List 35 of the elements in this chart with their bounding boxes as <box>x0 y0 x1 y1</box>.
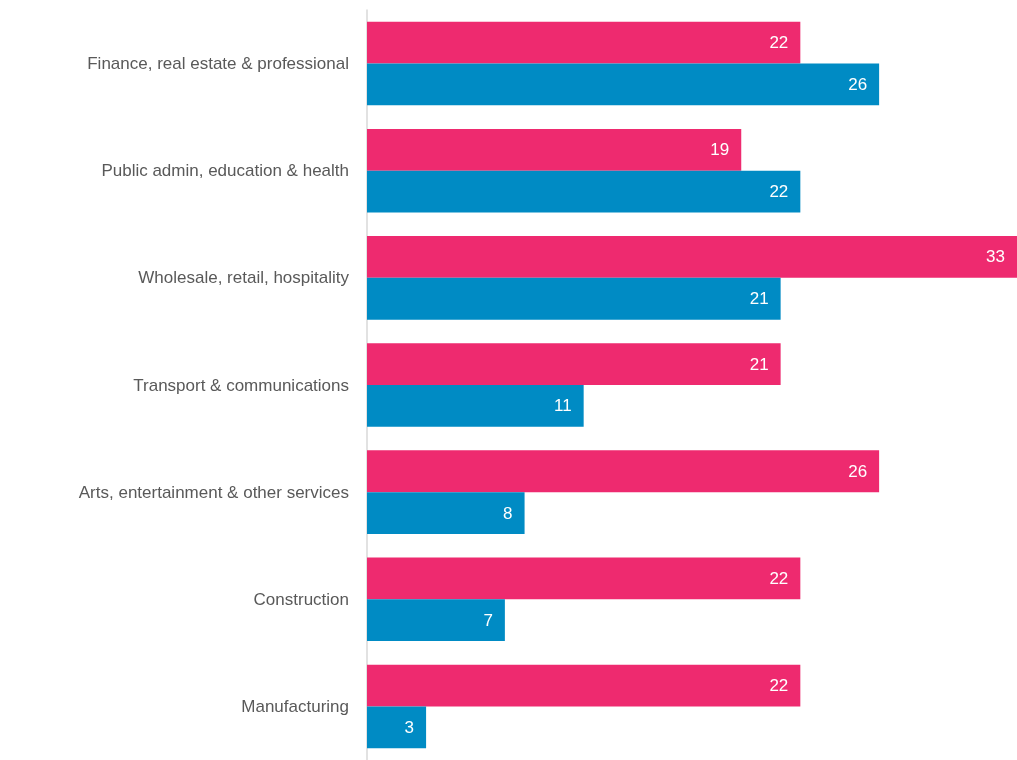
data-label: 22 <box>769 33 789 53</box>
y-tick-label: Finance, real estate & professional <box>87 54 349 74</box>
data-label: 3 <box>404 717 415 737</box>
bar <box>367 599 505 642</box>
data-label: 11 <box>554 396 572 416</box>
bar <box>367 277 781 320</box>
data-label: 8 <box>503 503 513 523</box>
bar <box>367 170 801 213</box>
data-label: 21 <box>749 354 769 374</box>
bar <box>367 706 427 749</box>
bar <box>367 492 525 534</box>
y-tick-label: Public admin, education & health <box>101 161 349 181</box>
data-label: 22 <box>769 182 789 202</box>
y-tick-label: Arts, entertainment & other services <box>78 482 349 502</box>
data-label: 26 <box>848 461 868 481</box>
y-tick-label: Transport & communications <box>133 375 349 395</box>
data-label: 33 <box>986 247 1005 267</box>
data-label: 21 <box>749 289 769 309</box>
y-tick-label: Wholesale, retail, hospitality <box>138 268 350 288</box>
bar <box>367 236 1017 278</box>
bar <box>367 128 742 171</box>
data-label: 26 <box>848 74 868 94</box>
bar <box>367 63 880 106</box>
data-label: 22 <box>769 568 789 588</box>
y-tick-label: Manufacturing <box>241 696 349 716</box>
y-tick-label: Construction <box>253 589 349 609</box>
bar <box>367 450 880 493</box>
data-label: 7 <box>483 610 493 630</box>
bar <box>367 557 801 600</box>
bar <box>367 343 781 385</box>
bar <box>367 385 584 427</box>
bar <box>367 664 801 707</box>
bar <box>367 21 801 64</box>
data-label: 22 <box>769 676 789 696</box>
data-label: 19 <box>710 140 730 160</box>
